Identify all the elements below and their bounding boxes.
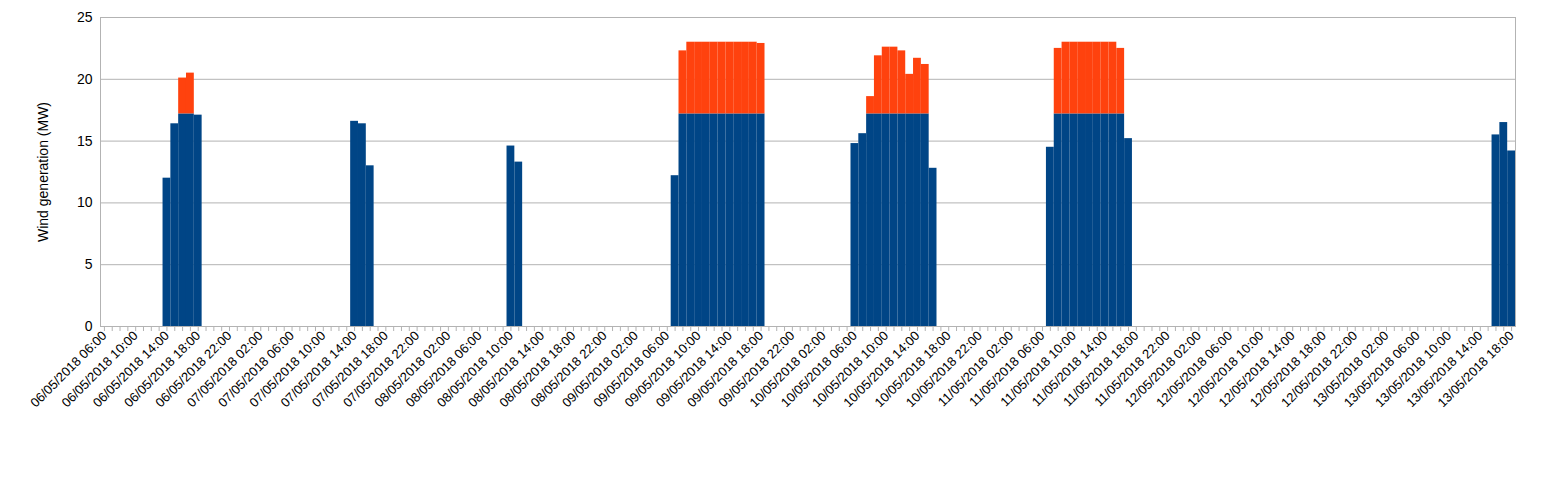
- svg-text:11/05/2018 14:00: 11/05/2018 14:00: [1028, 328, 1111, 410]
- svg-text:09/05/2018 10:00: 09/05/2018 10:00: [621, 328, 704, 411]
- svg-text:07/05/2018 06:00: 07/05/2018 06:00: [214, 328, 298, 411]
- svg-text:11/05/2018 02:00: 11/05/2018 02:00: [934, 328, 1017, 410]
- svg-text:20: 20: [77, 71, 93, 87]
- svg-text:09/05/2018 06:00: 09/05/2018 06:00: [590, 328, 673, 411]
- svg-text:12/05/2018 14:00: 12/05/2018 14:00: [1215, 328, 1298, 411]
- svg-text:11/05/2018 06:00: 11/05/2018 06:00: [966, 328, 1048, 410]
- svg-text:13/05/2018 06:00: 13/05/2018 06:00: [1340, 328, 1423, 411]
- svg-text:07/05/2018 10:00: 07/05/2018 10:00: [246, 328, 329, 411]
- svg-text:06/05/2018 22:00: 06/05/2018 22:00: [152, 328, 235, 411]
- svg-text:15: 15: [77, 133, 93, 149]
- svg-text:10/05/2018 06:00: 10/05/2018 06:00: [777, 328, 860, 411]
- svg-text:09/05/2018 14:00: 09/05/2018 14:00: [652, 328, 735, 411]
- svg-text:06/05/2018 10:00: 06/05/2018 10:00: [58, 328, 141, 411]
- svg-text:13/05/2018 10:00: 13/05/2018 10:00: [1371, 328, 1455, 411]
- svg-text:11/05/2018 18:00: 11/05/2018 18:00: [1059, 328, 1142, 410]
- svg-text:12/05/2018 06:00: 12/05/2018 06:00: [1153, 328, 1236, 411]
- svg-text:10/05/2018 10:00: 10/05/2018 10:00: [809, 328, 892, 411]
- svg-text:13/05/2018 18:00: 13/05/2018 18:00: [1434, 328, 1516, 410]
- svg-text:08/05/2018 18:00: 08/05/2018 18:00: [496, 328, 579, 411]
- svg-text:09/05/2018 18:00: 09/05/2018 18:00: [684, 328, 767, 411]
- svg-text:25: 25: [77, 9, 93, 25]
- svg-text:06/05/2018 06:00: 06/05/2018 06:00: [27, 328, 110, 411]
- svg-text:07/05/2018 22:00: 07/05/2018 22:00: [340, 328, 423, 411]
- svg-text:10/05/2018 22:00: 10/05/2018 22:00: [902, 328, 986, 411]
- svg-text:10: 10: [77, 194, 93, 210]
- svg-text:13/05/2018 14:00: 13/05/2018 14:00: [1403, 328, 1486, 411]
- svg-text:5: 5: [85, 256, 93, 272]
- svg-text:06/05/2018 18:00: 06/05/2018 18:00: [121, 328, 204, 411]
- svg-text:09/05/2018 02:00: 09/05/2018 02:00: [558, 328, 642, 411]
- svg-text:11/05/2018 22:00: 11/05/2018 22:00: [1091, 328, 1173, 410]
- svg-text:10/05/2018 18:00: 10/05/2018 18:00: [871, 328, 954, 411]
- svg-text:08/05/2018 02:00: 08/05/2018 02:00: [371, 328, 454, 411]
- svg-text:08/05/2018 06:00: 08/05/2018 06:00: [402, 328, 485, 411]
- svg-text:12/05/2018 22:00: 12/05/2018 22:00: [1278, 328, 1361, 411]
- svg-text:07/05/2018 18:00: 07/05/2018 18:00: [308, 328, 391, 411]
- svg-text:08/05/2018 14:00: 08/05/2018 14:00: [465, 328, 548, 411]
- svg-text:10/05/2018 14:00: 10/05/2018 14:00: [840, 328, 923, 411]
- svg-text:06/05/2018 14:00: 06/05/2018 14:00: [89, 328, 172, 411]
- svg-text:Wind generation (MW): Wind generation (MW): [35, 102, 51, 242]
- svg-text:09/05/2018 22:00: 09/05/2018 22:00: [715, 328, 798, 411]
- svg-text:07/05/2018 02:00: 07/05/2018 02:00: [183, 328, 266, 411]
- svg-text:08/05/2018 10:00: 08/05/2018 10:00: [433, 328, 516, 411]
- svg-text:10/05/2018 02:00: 10/05/2018 02:00: [746, 328, 829, 411]
- svg-text:12/05/2018 10:00: 12/05/2018 10:00: [1184, 328, 1267, 411]
- svg-text:13/05/2018 02:00: 13/05/2018 02:00: [1309, 328, 1392, 411]
- svg-text:07/05/2018 14:00: 07/05/2018 14:00: [277, 328, 360, 411]
- svg-text:08/05/2018 22:00: 08/05/2018 22:00: [527, 328, 610, 411]
- svg-text:12/05/2018 18:00: 12/05/2018 18:00: [1246, 328, 1329, 411]
- svg-text:11/05/2018 10:00: 11/05/2018 10:00: [997, 328, 1079, 410]
- svg-text:12/05/2018 02:00: 12/05/2018 02:00: [1121, 328, 1204, 411]
- svg-text:0: 0: [85, 318, 93, 334]
